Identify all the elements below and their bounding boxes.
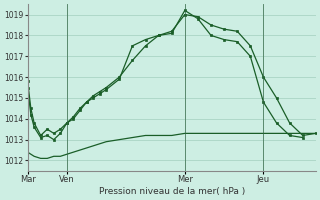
X-axis label: Pression niveau de la mer( hPa ): Pression niveau de la mer( hPa ) [99, 187, 245, 196]
